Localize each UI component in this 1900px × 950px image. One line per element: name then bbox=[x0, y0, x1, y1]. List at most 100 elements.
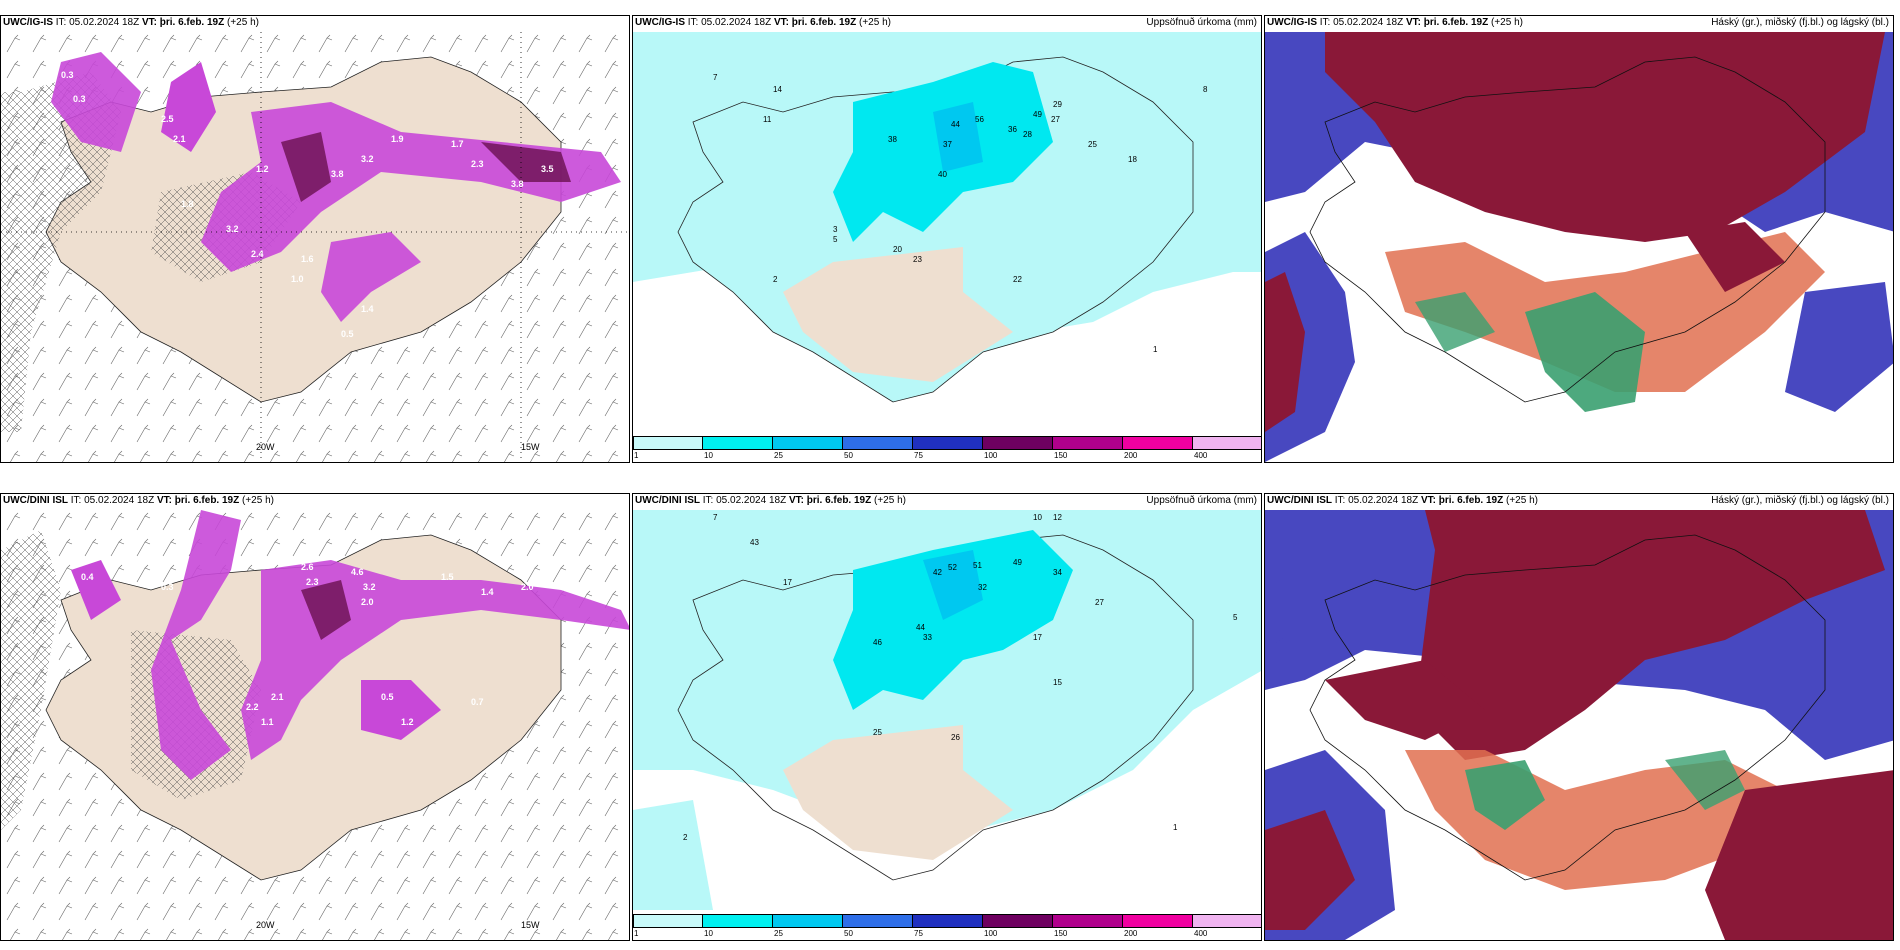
svg-text:1: 1 bbox=[1173, 823, 1178, 832]
svg-text:15W: 15W bbox=[521, 920, 540, 930]
svg-text:43: 43 bbox=[750, 538, 759, 547]
vt-label: VT: bbox=[141, 17, 157, 28]
svg-text:1.6: 1.6 bbox=[301, 254, 314, 264]
svg-text:0.5: 0.5 bbox=[381, 692, 394, 702]
map-canvas[interactable]: 7 14 11 44 56 36 49 28 29 27 25 18 37 40 38 20 23 22… bbox=[633, 32, 1261, 462]
svg-text:1.2: 1.2 bbox=[256, 164, 269, 174]
cloud-map-panel-igis: UWC/IG-IS IT: 05.02.2024 18Z VT: þri. 6.… bbox=[1264, 15, 1894, 463]
snow-map-panel-igis: UWC/IG-IS IT: 05.02.2024 18Z VT: þri. 6.… bbox=[0, 15, 630, 463]
cloud-map-svg bbox=[1265, 510, 1893, 940]
svg-text:37: 37 bbox=[943, 140, 952, 149]
svg-text:2.1: 2.1 bbox=[173, 134, 186, 144]
colorbar-tick: 75 bbox=[914, 451, 923, 460]
svg-text:3.2: 3.2 bbox=[363, 582, 376, 592]
valid-time: þri. 6.feb. 19Z bbox=[159, 17, 225, 28]
svg-text:32: 32 bbox=[978, 583, 987, 592]
svg-text:0.4: 0.4 bbox=[81, 572, 94, 582]
dry-land bbox=[783, 247, 1013, 382]
svg-text:26: 26 bbox=[951, 733, 960, 742]
map-canvas[interactable] bbox=[1265, 510, 1893, 940]
svg-text:49: 49 bbox=[1033, 110, 1042, 119]
svg-text:2.2: 2.2 bbox=[246, 702, 259, 712]
svg-text:14: 14 bbox=[773, 85, 782, 94]
map-canvas[interactable]: 0.4 0.3 2.3 2.6 4.6 3.2 2.0 1.5 1.4 2.0 1.6 1.5 … bbox=[1, 510, 629, 940]
svg-text:15W: 15W bbox=[521, 442, 540, 452]
colorbar: 1 10 25 50 75 100 150 200 400 bbox=[633, 434, 1261, 462]
svg-text:20: 20 bbox=[893, 245, 902, 254]
svg-text:2.4: 2.4 bbox=[251, 249, 264, 259]
svg-text:0.7: 0.7 bbox=[591, 194, 604, 204]
svg-text:1.1: 1.1 bbox=[261, 717, 274, 727]
svg-text:1.7: 1.7 bbox=[451, 139, 464, 149]
svg-text:1.4: 1.4 bbox=[361, 304, 374, 314]
svg-text:7: 7 bbox=[713, 73, 718, 82]
svg-text:38: 38 bbox=[888, 135, 897, 144]
svg-text:1: 1 bbox=[1153, 345, 1158, 354]
cloud-map-svg bbox=[1265, 32, 1893, 462]
colorbar-tick: 1 bbox=[634, 451, 639, 460]
svg-text:25: 25 bbox=[1088, 140, 1097, 149]
map-canvas[interactable]: 0.3 0.3 2.5 2.1 1.8 3.2 2.4 1.6 1.0 1.2 3.8 3.2 … bbox=[1, 32, 629, 462]
panel-header: UWC/DINI ISL IT: 05.02.2024 18Z VT: þri.… bbox=[635, 495, 1257, 506]
svg-text:2.6: 2.6 bbox=[301, 562, 314, 572]
cloud-title: Háský (gr.), miðský (fj.bl.) og lágský (… bbox=[1711, 17, 1889, 28]
svg-text:1.0: 1.0 bbox=[291, 274, 304, 284]
svg-text:0.5: 0.5 bbox=[341, 329, 354, 339]
svg-text:15: 15 bbox=[1053, 678, 1062, 687]
svg-text:44: 44 bbox=[951, 120, 960, 129]
svg-text:27: 27 bbox=[1051, 115, 1060, 124]
model-name: UWC/IG-IS bbox=[3, 17, 53, 28]
colorbar-tick: 50 bbox=[844, 451, 853, 460]
svg-text:28: 28 bbox=[1023, 130, 1032, 139]
colorbar-swatch-5 bbox=[913, 436, 983, 450]
colorbar-swatch-3 bbox=[773, 436, 843, 450]
panel-header: UWC/IG-IS IT: 05.02.2024 18Z VT: þri. 6.… bbox=[635, 17, 1257, 28]
svg-text:5: 5 bbox=[1233, 613, 1238, 622]
svg-text:20W: 20W bbox=[256, 920, 275, 930]
colorbar-tick: 25 bbox=[774, 451, 783, 460]
it-label: IT: bbox=[55, 17, 67, 28]
svg-text:5: 5 bbox=[833, 235, 838, 244]
svg-text:10: 10 bbox=[1033, 513, 1042, 522]
init-time: 05.02.2024 18Z bbox=[69, 17, 140, 28]
svg-text:2.0: 2.0 bbox=[521, 582, 534, 592]
snow-map-svg: 0.30.32.5 2.11.83.2 2.4 1.61.0 1.2 3.83.2 … bbox=[1, 32, 629, 462]
lead-time: (+25 h) bbox=[227, 17, 259, 28]
svg-text:22: 22 bbox=[1013, 275, 1022, 284]
svg-text:1.8: 1.8 bbox=[181, 199, 194, 209]
svg-text:51: 51 bbox=[973, 561, 982, 570]
svg-text:2.0: 2.0 bbox=[361, 597, 374, 607]
snow-values: 0.30.32.5 2.11.83.2 2.4 1.61.0 1.2 3.83.2 … bbox=[61, 70, 604, 339]
iceland-outline bbox=[1309, 56, 1826, 403]
svg-text:2: 2 bbox=[683, 833, 688, 842]
panel-header: UWC/DINI ISL IT: 05.02.2024 18Z VT: þri.… bbox=[3, 495, 274, 506]
svg-text:2.3: 2.3 bbox=[471, 159, 484, 169]
colorbar-tick: 400 bbox=[1194, 451, 1208, 460]
svg-text:3.8: 3.8 bbox=[511, 179, 524, 189]
svg-text:42: 42 bbox=[933, 568, 942, 577]
svg-text:1.9: 1.9 bbox=[391, 134, 404, 144]
svg-text:46: 46 bbox=[873, 638, 882, 647]
colorbar-swatch-4 bbox=[843, 436, 913, 450]
svg-text:27: 27 bbox=[1095, 598, 1104, 607]
svg-text:0.3: 0.3 bbox=[161, 582, 174, 592]
cloud-map-panel-dini: UWC/DINI ISL IT: 05.02.2024 18Z VT: þri.… bbox=[1264, 493, 1894, 941]
colorbar-tick: 100 bbox=[984, 451, 998, 460]
colorbar-tick: 10 bbox=[704, 451, 713, 460]
colorbar-tick: 150 bbox=[1054, 451, 1068, 460]
svg-text:56: 56 bbox=[975, 115, 984, 124]
svg-text:17: 17 bbox=[1033, 633, 1042, 642]
svg-text:52: 52 bbox=[948, 563, 957, 572]
panel-header: UWC/DINI ISL IT: 05.02.2024 18Z VT: þri.… bbox=[1267, 495, 1889, 506]
svg-text:1.5: 1.5 bbox=[441, 572, 454, 582]
svg-text:40: 40 bbox=[938, 170, 947, 179]
map-canvas[interactable] bbox=[1265, 32, 1893, 462]
colorbar-swatch-6 bbox=[983, 436, 1053, 450]
svg-text:0.3: 0.3 bbox=[73, 94, 86, 104]
svg-text:49: 49 bbox=[1013, 558, 1022, 567]
colorbar-swatch-9 bbox=[1193, 436, 1261, 450]
map-canvas[interactable]: 7 10 12 43 17 32 42 52 51 49 34 27 44 33 46 25 26 17… bbox=[633, 510, 1261, 940]
svg-text:12: 12 bbox=[1053, 513, 1062, 522]
svg-text:3.2: 3.2 bbox=[361, 154, 374, 164]
